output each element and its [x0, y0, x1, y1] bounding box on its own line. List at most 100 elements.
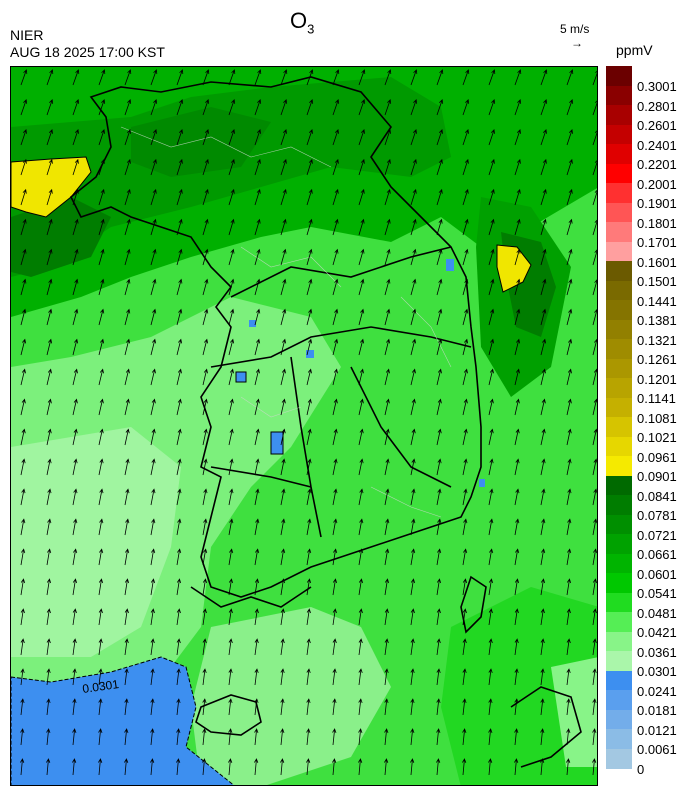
wind-arrow-icon — [592, 368, 597, 386]
wind-arrow-icon — [20, 668, 25, 686]
wind-arrow-icon — [46, 99, 54, 116]
wind-arrow-icon — [332, 368, 338, 386]
wind-arrow-icon — [436, 248, 443, 266]
wind-arrow-icon — [566, 368, 572, 386]
wind-arrow-icon — [124, 278, 131, 296]
wind-arrow-icon — [462, 638, 467, 656]
wind-arrow-icon — [332, 458, 338, 476]
wind-arrow-icon — [202, 488, 208, 506]
wind-arrow-icon — [566, 69, 574, 86]
wind-arrow-icon — [280, 548, 286, 566]
wind-arrow-icon — [410, 218, 417, 236]
wind-arrow-icon — [488, 368, 494, 386]
wind-arrow-icon — [46, 698, 51, 716]
wind-arrow-icon — [540, 458, 546, 476]
wind-arrow-icon — [436, 158, 443, 176]
wind-arrow-icon — [98, 608, 103, 626]
wind-arrow-icon — [332, 99, 340, 116]
wind-arrow-icon — [98, 248, 105, 266]
wind-arrow-icon — [306, 99, 314, 116]
colorbar-swatch — [606, 183, 632, 203]
wind-arrow-icon — [514, 488, 520, 506]
wind-arrow-icon — [20, 158, 27, 176]
wind-arrow-icon — [72, 518, 78, 536]
wind-arrow-icon — [254, 278, 261, 296]
wind-arrow-icon — [202, 608, 207, 626]
wind-arrow-icon — [540, 548, 546, 566]
wind-arrow-icon — [124, 69, 132, 86]
wind-arrow-icon — [540, 248, 547, 266]
wind-arrow-icon — [176, 578, 182, 596]
island-east — [460, 575, 487, 634]
wind-arrow-icon — [98, 308, 105, 326]
wind-arrow-icon — [488, 188, 495, 206]
wind-arrow-icon — [488, 458, 494, 476]
wind-arrow-icon — [228, 728, 233, 746]
wind-arrow-icon — [592, 130, 597, 146]
wind-arrow-icon — [410, 548, 416, 566]
wind-arrow-icon — [462, 128, 469, 146]
wind-arrow-icon — [410, 278, 417, 296]
wind-arrow-icon — [228, 338, 235, 356]
low-ozone-area-southwest — [11, 656, 235, 785]
wind-arrow-icon — [98, 158, 105, 176]
wind-arrow-icon — [46, 668, 51, 686]
wind-arrow-icon — [306, 608, 311, 626]
wind-arrow-icon — [20, 278, 27, 296]
wind-arrow-icon — [462, 428, 468, 446]
agency-label: NIER — [10, 27, 44, 43]
colorbar-swatch — [606, 280, 632, 301]
wind-arrow-icon — [306, 218, 313, 236]
colorbar-swatch — [606, 495, 632, 515]
wind-arrow-icon — [98, 488, 104, 506]
wind-arrow-icon — [358, 518, 364, 536]
colorbar-label: 0.0721 — [637, 527, 677, 543]
wind-arrow-icon — [202, 278, 209, 296]
wind-arrow-icon — [228, 368, 234, 386]
wind-arrow-icon — [306, 188, 313, 206]
wind-arrow-icon — [280, 368, 286, 386]
wind-arrow-icon — [98, 728, 103, 746]
wind-arrow-icon — [202, 578, 208, 596]
wind-arrow-icon — [46, 518, 52, 536]
wind-arrow-icon — [98, 188, 105, 206]
wind-arrow-icon — [202, 128, 209, 146]
wind-arrow-icon — [176, 338, 183, 356]
wind-arrow-icon — [358, 428, 364, 446]
wind-arrow-icon — [332, 278, 339, 296]
wind-arrow-icon — [202, 428, 208, 446]
wind-arrow-icon — [436, 99, 444, 116]
wind-arrow-icon — [514, 99, 522, 116]
wind-arrow-icon — [124, 158, 131, 176]
wind-vectors — [20, 69, 597, 776]
wind-arrow-icon — [124, 368, 130, 386]
wind-arrow-icon — [332, 398, 338, 416]
wind-arrow-icon — [592, 308, 597, 326]
wind-arrow-icon — [514, 218, 521, 236]
wind-arrow-icon — [306, 398, 312, 416]
colorbar-swatch — [606, 202, 632, 223]
wind-arrow-icon — [592, 338, 597, 356]
wind-arrow-icon — [124, 548, 130, 566]
wind-arrow-icon — [358, 578, 364, 596]
wind-arrow-icon — [176, 368, 182, 386]
wind-arrow-icon — [306, 128, 313, 146]
wind-arrow-icon — [306, 308, 313, 326]
wind-arrow-icon — [254, 638, 259, 656]
wind-arrow-icon — [124, 99, 132, 116]
wind-arrow-icon — [488, 608, 493, 626]
wind-arrow-icon — [306, 368, 312, 386]
wind-arrow-icon — [488, 668, 493, 686]
wind-arrow-icon — [358, 338, 365, 356]
colorbar-label: 0.0481 — [637, 605, 677, 621]
colorbar-swatch — [606, 339, 632, 359]
wind-scale-arrow-icon: → — [571, 36, 583, 50]
low-ozone-spot-4 — [249, 320, 256, 327]
wind-arrow-icon — [228, 518, 234, 536]
wind-arrow-icon — [384, 668, 389, 686]
colorbar-swatch — [606, 222, 632, 242]
wind-arrow-icon — [306, 758, 311, 776]
wind-arrow-icon — [462, 338, 469, 356]
wind-arrow-icon — [514, 428, 520, 446]
wind-arrow-icon — [540, 638, 545, 656]
